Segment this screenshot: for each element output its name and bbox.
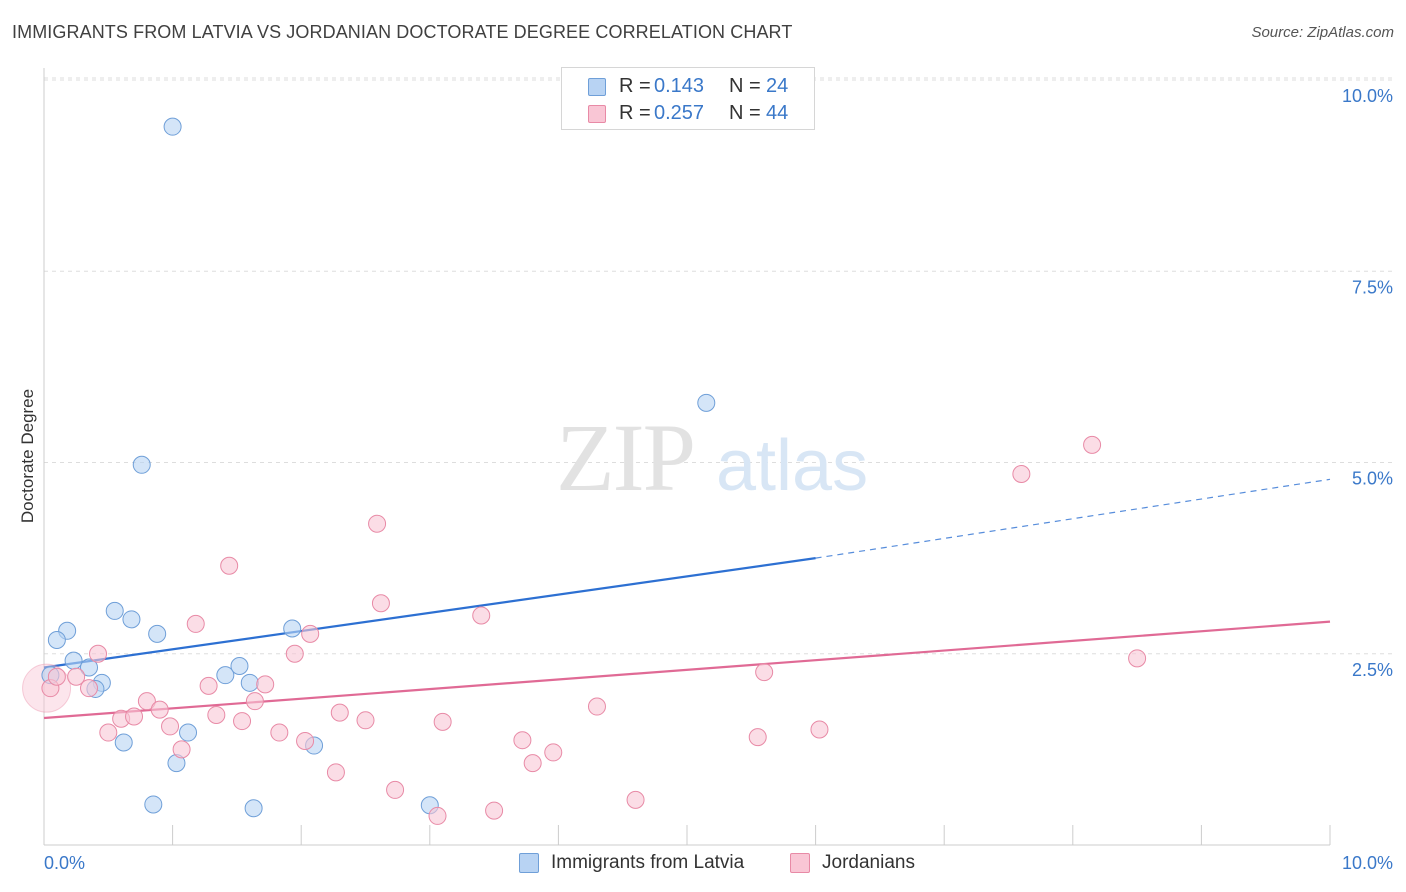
- jordanians-point: [67, 667, 86, 686]
- legend-n-label: N =: [729, 75, 761, 97]
- jordanians-point: [371, 594, 390, 613]
- chart-title: IMMIGRANTS FROM LATVIA VS JORDANIAN DOCT…: [12, 22, 793, 42]
- jordanians-point: [256, 675, 275, 694]
- jordanians-point: [356, 711, 375, 730]
- jordanians-point: [245, 692, 264, 711]
- jordanians-point: [296, 731, 315, 750]
- jordanians-point: [220, 556, 239, 575]
- latvia-point: [240, 673, 259, 692]
- y-tick-label: 2.5%: [1352, 660, 1393, 680]
- jordanians-point: [523, 754, 542, 773]
- legend-r-label: R =: [619, 75, 651, 97]
- legend-n-label: N =: [729, 102, 761, 124]
- source-label: Source: ZipAtlas.com: [1251, 24, 1394, 41]
- watermark-atlas: atlas: [716, 426, 868, 506]
- latvia-point: [80, 658, 99, 677]
- jordanians-point: [386, 780, 405, 799]
- latvia-point: [283, 619, 302, 638]
- legend-r-label: R =: [619, 102, 651, 124]
- tick-labels: 2.5% 5.0% 7.5% 10.0% 0.0% 10.0%: [44, 86, 1393, 873]
- jordanians-point: [544, 743, 563, 762]
- jordanians-point: [1128, 649, 1147, 668]
- latvia-point: [144, 795, 163, 814]
- watermark-zip: ZIP: [556, 404, 694, 511]
- y-tick-label: 7.5%: [1352, 277, 1393, 297]
- trend-lines: [43, 478, 1331, 720]
- y-tick-label: 5.0%: [1352, 469, 1393, 489]
- jordanians-point: [748, 728, 767, 747]
- latvia-point: [105, 601, 124, 620]
- latvia-point: [163, 117, 182, 136]
- jordanians-point: [587, 697, 606, 716]
- jordanians-point: [810, 720, 829, 739]
- latvia-point: [132, 455, 151, 474]
- jordanians-point: [485, 801, 504, 820]
- x-tick-label-max: 10.0%: [1342, 853, 1393, 873]
- latvia-point: [47, 630, 66, 649]
- jordanians-point: [207, 705, 226, 724]
- jordanians-point: [150, 700, 169, 719]
- y-tick-label: 10.0%: [1342, 86, 1393, 106]
- legend-r-value-jordanians: 0.257: [654, 102, 705, 124]
- jordanians-point: [47, 667, 66, 686]
- jordanians-point: [172, 740, 191, 759]
- watermark: ZIP atlas: [556, 404, 868, 511]
- legend-row-latvia: R = 0.143 N = 24: [562, 74, 814, 100]
- latvia-trend-extension: [815, 478, 1331, 559]
- jordanians-point: [89, 644, 108, 663]
- grid-lines: [44, 77, 1394, 655]
- latvia-point: [64, 651, 83, 670]
- jordanians-point: [137, 692, 156, 711]
- jordanians-point: [428, 806, 447, 825]
- y-axis-label: Doctorate Degree: [18, 389, 37, 523]
- legend-swatch-latvia: [588, 78, 606, 96]
- latvia-point: [230, 656, 249, 675]
- jordanians-point: [513, 731, 532, 750]
- jordanians-point: [326, 763, 345, 782]
- legend-n-value-latvia: 24: [766, 75, 789, 97]
- latvia-point: [244, 799, 263, 818]
- legend-n-value-jordanians: 44: [766, 102, 789, 124]
- jordanians-point: [99, 723, 118, 742]
- jordanians-point: [368, 514, 387, 533]
- latvia-point: [179, 723, 198, 742]
- latvia-point: [148, 624, 167, 643]
- jordanians-point: [301, 624, 320, 643]
- axes: [43, 68, 1331, 846]
- latvia-point: [122, 610, 141, 629]
- jordanians-point: [161, 717, 180, 736]
- jordanians-point: [186, 614, 205, 633]
- legend-r-value-latvia: 0.143: [654, 75, 705, 97]
- latvia-point: [216, 666, 235, 685]
- bottom-legend-swatch-latvia: [519, 853, 539, 873]
- x-tick-label-min: 0.0%: [44, 853, 85, 873]
- jordanians-point: [80, 679, 99, 698]
- legend-row-jordanians: R = 0.257 N = 44: [562, 101, 814, 127]
- jordanians-point: [199, 676, 218, 695]
- latvia-point: [697, 393, 716, 412]
- jordanians-point: [755, 663, 774, 682]
- legend-swatch-jordanians: [588, 105, 606, 123]
- jordanians-point: [433, 712, 452, 731]
- bottom-legend-swatch-jordanians: [790, 853, 810, 873]
- jordanians-point: [270, 723, 289, 742]
- jordanians-point: [626, 790, 645, 809]
- correlation-legend: R = 0.143 N = 24 R = 0.257 N = 44: [561, 67, 815, 130]
- jordanians-point: [1012, 464, 1031, 483]
- bottom-legend-label-latvia: Immigrants from Latvia: [551, 852, 745, 873]
- jordanians-point: [125, 707, 144, 726]
- bottom-legend-label-jordanians: Jordanians: [822, 852, 915, 873]
- jordanians-point: [233, 712, 252, 731]
- latvia-point: [114, 733, 133, 752]
- jordanians-point: [285, 644, 304, 663]
- jordanians-point: [472, 606, 491, 625]
- jordanians-point: [1083, 435, 1102, 454]
- jordanians-point: [330, 703, 349, 722]
- latvia-trend-line: [43, 557, 816, 669]
- data-points: [22, 117, 1147, 825]
